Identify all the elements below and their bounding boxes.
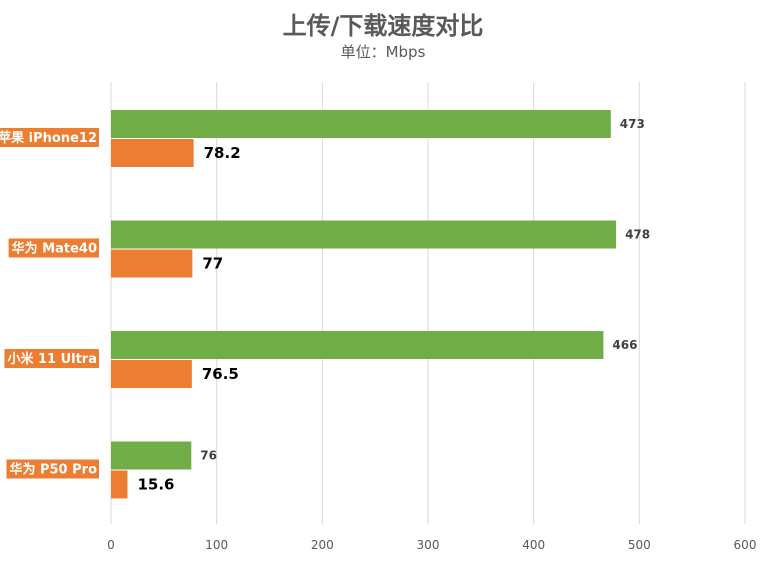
x-tick-label-600: 600	[734, 538, 757, 552]
x-tick-label-300: 300	[417, 538, 440, 552]
x-tick-label-500: 500	[628, 538, 651, 552]
data-label-3-series-0: 76	[200, 449, 217, 463]
category-label-0: 苹果 iPhone12	[0, 130, 97, 146]
category-label-3: 华为 P50 Pro	[9, 462, 97, 478]
data-label-2-series-1: 76.5	[202, 365, 239, 383]
chart-subtitle: 单位：Mbps	[340, 43, 426, 61]
category-label-bg-2	[4, 349, 99, 368]
bar-3-series-1	[111, 470, 128, 499]
data-label-3-series-1: 15.6	[137, 476, 174, 494]
bar-1-series-0	[111, 220, 617, 249]
data-label-1-series-0: 478	[625, 228, 650, 242]
category-label-bg-3	[6, 459, 99, 479]
data-label-0-series-0: 473	[620, 117, 645, 131]
x-tick-label-100: 100	[205, 538, 228, 552]
labels: 0 100 200 300 400 500 600 473 78.2 苹果 iPhone12 478…	[0, 117, 756, 552]
data-label-0-series-1: 78.2	[204, 144, 241, 162]
x-tick-label-400: 400	[522, 538, 545, 552]
data-label-1-series-1: 77	[202, 255, 223, 273]
x-tick-label-200: 200	[311, 538, 334, 552]
bar-0-series-0	[111, 110, 611, 138]
category-label-2: 小米 11 Ultra	[7, 351, 97, 367]
bar-1-series-1	[111, 249, 193, 278]
category-label-1: 华为 Mate40	[12, 241, 97, 257]
chart-title: 上传/下载速度对比	[282, 12, 484, 40]
bar-2-series-1	[111, 360, 192, 388]
bar-0-series-1	[111, 139, 194, 167]
category-label-bg-0	[0, 128, 99, 147]
bar-2-series-0	[111, 331, 604, 359]
x-tick-label-0: 0	[107, 538, 115, 552]
category-label-bg-1	[8, 238, 99, 258]
bars	[111, 110, 617, 499]
bar-3-series-0	[111, 441, 192, 470]
data-label-2-series-0: 466	[612, 338, 637, 352]
